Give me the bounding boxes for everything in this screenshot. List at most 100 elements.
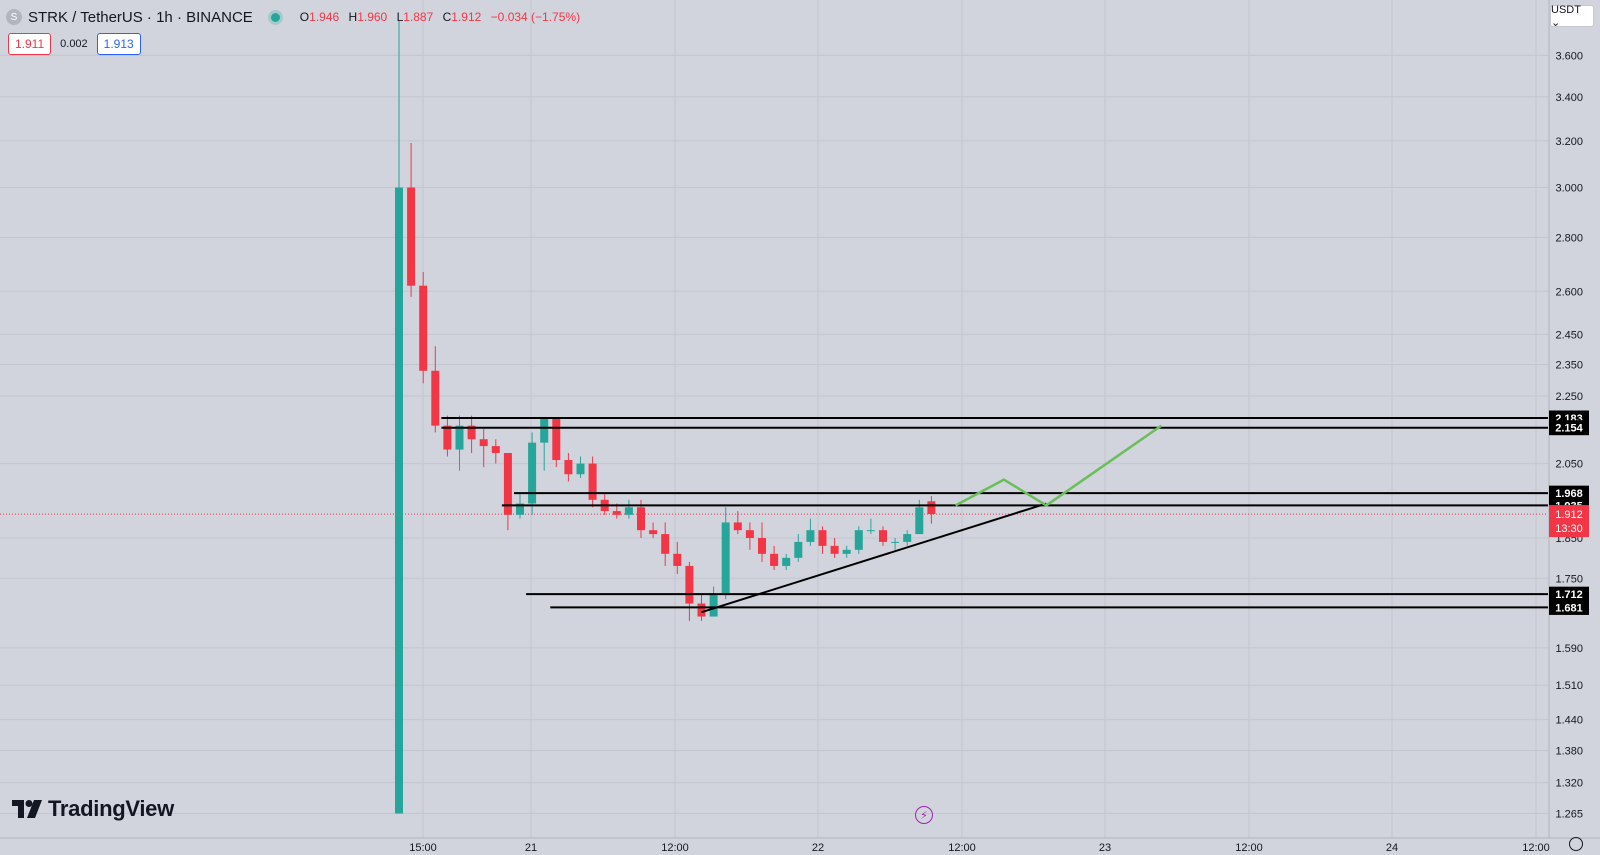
flash-icon[interactable]: ⚡: [915, 806, 933, 824]
candle: [431, 346, 440, 433]
bar-countdown: 13:30: [1555, 523, 1583, 535]
candle: [467, 415, 476, 454]
candle: [528, 432, 537, 515]
candle: [721, 507, 730, 600]
price-tick-label: 1.320: [1555, 778, 1583, 790]
tradingview-logo[interactable]: TradingView: [12, 796, 174, 822]
candles: [395, 20, 936, 814]
buy-price-button[interactable]: 1.913: [96, 33, 141, 55]
level-label-text: 1.681: [1555, 602, 1583, 614]
candle: [770, 545, 779, 571]
candle-body: [455, 425, 464, 450]
candle-body: [576, 463, 585, 475]
candle: [866, 518, 875, 535]
candle-body: [866, 530, 875, 532]
candle-body: [685, 565, 694, 604]
candle: [733, 511, 742, 535]
price-tick-label: 1.440: [1555, 715, 1583, 727]
price-tick-label: 2.450: [1555, 329, 1583, 341]
candle-body: [903, 534, 912, 542]
candle: [624, 499, 633, 519]
level-label-background: [1549, 420, 1589, 436]
trendline[interactable]: [701, 502, 1047, 614]
price-tick-label: 2.350: [1555, 360, 1583, 372]
candle-body: [431, 370, 440, 426]
candle-body: [721, 522, 730, 596]
time-axis[interactable]: 15:00 21 12:00 22 12:00 23 12:00 24 12:00: [0, 837, 1600, 854]
candle-body: [588, 463, 597, 500]
candle-body: [528, 442, 537, 504]
gear-icon[interactable]: [1569, 837, 1583, 851]
time-tick-label: 21: [525, 842, 537, 854]
time-tick-label: 12:00: [948, 842, 976, 854]
candle: [818, 526, 827, 554]
candle-body: [649, 530, 658, 535]
candle: [830, 537, 839, 558]
drawings: [441, 416, 1548, 614]
chart-header: S STRK / TetherUS · 1h · BINANCE O1.946 …: [6, 6, 586, 28]
price-tick-label: 1.510: [1555, 680, 1583, 692]
level-price-label: 2.154: [1549, 420, 1589, 436]
candle: [879, 526, 887, 546]
current-price-value: 1.912: [1555, 509, 1583, 521]
open-label: O: [299, 10, 310, 24]
candle-body: [395, 187, 403, 814]
candle: [588, 456, 597, 508]
level-label-text: 1.968: [1555, 488, 1583, 500]
candle: [854, 526, 863, 554]
candle-body: [818, 530, 827, 546]
candle-body: [842, 549, 851, 554]
spread-value: 0.002: [60, 38, 88, 50]
price-tick-label: 2.050: [1555, 459, 1583, 471]
currency-selector[interactable]: USDT ⌄: [1550, 4, 1594, 29]
candle: [685, 561, 694, 621]
price-tick-label: 1.265: [1555, 809, 1583, 821]
candle-body: [479, 439, 488, 447]
price-tick-label: 2.800: [1555, 233, 1583, 245]
candle-body: [770, 553, 779, 566]
grid: [0, 0, 1548, 838]
current-price-label-background: [1549, 505, 1589, 538]
symbol-title[interactable]: STRK / TetherUS · 1h · BINANCE: [28, 8, 253, 26]
time-tick-label: 12:00: [1522, 842, 1550, 854]
candle-body: [552, 418, 561, 461]
price-tick-label: 1.590: [1555, 643, 1583, 655]
level-price-label: 1.681: [1549, 599, 1589, 615]
price-tick-label: 3.600: [1555, 50, 1583, 62]
candle: [649, 522, 658, 538]
projection-path[interactable]: [955, 424, 1163, 507]
market-status-dot[interactable]: [270, 12, 280, 22]
candle-body: [407, 187, 416, 286]
level-price-label: 1.968: [1549, 485, 1589, 501]
price-tick-label: 2.600: [1555, 286, 1583, 298]
candle: [443, 415, 452, 457]
level-label-background: [1549, 485, 1589, 501]
candle-body: [830, 545, 839, 554]
candle-body: [419, 285, 428, 371]
price-tick-label: 3.000: [1555, 183, 1583, 195]
candle-body: [854, 530, 863, 550]
candle-body: [927, 501, 936, 515]
candle-body: [661, 534, 670, 554]
candle: [927, 496, 936, 524]
candle: [842, 545, 851, 558]
bid-ask-panel: 1.911 0.002 1.913: [8, 33, 141, 55]
candle: [564, 453, 573, 482]
candle-body: [915, 507, 924, 535]
price-tick-label: 1.750: [1555, 573, 1583, 585]
time-tick-label: 22: [812, 842, 824, 854]
price-tick-label: 2.250: [1555, 391, 1583, 403]
low-value: 1.887: [403, 10, 434, 24]
level-label-background: [1549, 599, 1589, 615]
candle: [673, 541, 682, 575]
high-label: H: [348, 10, 358, 24]
current-price-label: 1.912 13:30: [1549, 505, 1589, 538]
change-value: −0.034 (−1.75%): [490, 10, 581, 24]
candle: [600, 492, 609, 515]
candle-body: [879, 530, 887, 542]
price-tick-label: 1.380: [1555, 745, 1583, 757]
sell-price-button[interactable]: 1.911: [8, 33, 52, 55]
candle-body: [624, 507, 633, 515]
